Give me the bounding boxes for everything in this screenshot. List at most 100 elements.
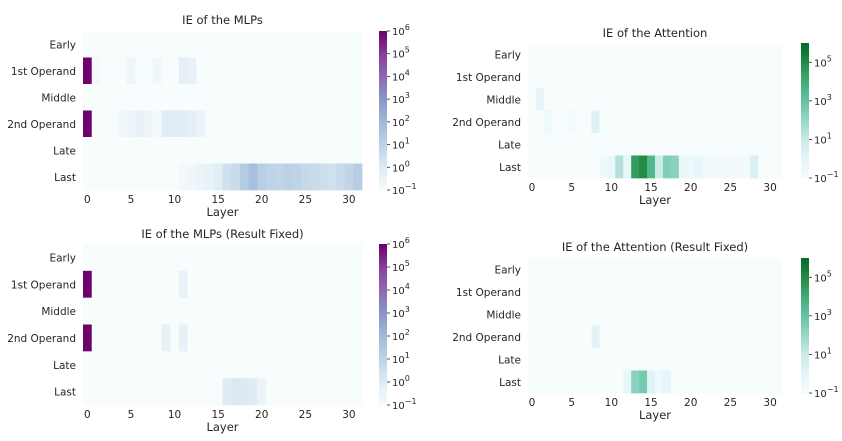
x-tick-label: 20 [684, 397, 697, 409]
heatmap-cell [266, 297, 276, 325]
heatmap-cell [283, 163, 293, 191]
colorbar-segment [801, 58, 809, 61]
heatmap-cell [766, 348, 775, 371]
colorbar-segment [379, 90, 387, 94]
heatmap-cell [702, 110, 711, 134]
heatmap-cell [615, 258, 624, 281]
heatmap-cell [710, 155, 719, 179]
colorbar-segment [801, 391, 809, 394]
colorbar-segment [801, 291, 809, 294]
heatmap-cell [327, 297, 337, 325]
x-tick-label: 20 [684, 182, 697, 194]
colorbar-segment [379, 186, 387, 189]
heatmap-cell [100, 84, 110, 111]
heatmap-cell [583, 325, 592, 349]
heatmap-cell [300, 324, 311, 352]
colorbar-segment [379, 354, 387, 358]
heatmap-cell [591, 325, 600, 349]
heatmap-cell [83, 57, 93, 85]
heatmap-cell [678, 155, 688, 179]
colorbar-segment [801, 100, 809, 103]
heatmap-cell [353, 137, 363, 164]
colorbar-segment [801, 354, 809, 357]
heatmap-cell [187, 351, 197, 379]
heatmap-cell [623, 280, 632, 304]
heatmap-cell [694, 110, 703, 134]
heatmap-cell [248, 378, 258, 406]
colorbar-segment [801, 332, 809, 335]
colorbar-segment [379, 340, 387, 344]
heatmap-cell [187, 297, 197, 325]
heatmap-cell [117, 378, 127, 406]
x-tick-label: 10 [605, 182, 618, 194]
colorbar-segment [801, 85, 809, 88]
heatmap-cell [327, 324, 337, 352]
heatmap-cell [710, 258, 719, 281]
heatmap-cell [678, 43, 688, 66]
colorbar-segment [801, 152, 809, 155]
heatmap-cell [599, 370, 608, 394]
colorbar-segment [379, 178, 387, 181]
heatmap-cell [300, 244, 311, 272]
colorbar-segment [379, 246, 387, 249]
colorbar-segment [801, 135, 809, 138]
heatmap-cell [670, 280, 680, 304]
heatmap-cell [231, 324, 241, 352]
colorbar-segment [379, 94, 387, 97]
colorbar-segment [801, 56, 809, 59]
colorbar-segment [801, 64, 809, 68]
colorbar-segment [379, 142, 387, 145]
heatmap-cell [575, 43, 584, 66]
colorbar-segment [801, 342, 809, 345]
heatmap-cell [213, 31, 223, 58]
heatmap-cell [655, 43, 664, 66]
colorbar-segment [801, 359, 809, 362]
colorbar-segment [801, 322, 809, 325]
colorbar-segment [379, 362, 387, 366]
colorbar-segment [379, 36, 387, 40]
heatmap-cell [734, 88, 743, 111]
x-tick-label: 0 [529, 182, 536, 194]
colorbar-segment [801, 325, 809, 328]
chart-title: IE of the Attention (Result Fixed) [562, 240, 748, 254]
heatmap-cell [152, 351, 162, 379]
heatmap-cell [631, 303, 640, 326]
colorbar-tick-label: 101 [392, 137, 410, 152]
heatmap-cell [91, 378, 101, 406]
colorbar: 106 105 104 103 102 101 100 10−1 [379, 23, 417, 197]
colorbar-segment [801, 124, 809, 127]
colorbar-segment [379, 284, 387, 287]
heatmap-cell [335, 297, 345, 325]
colorbar-segment [379, 266, 387, 269]
heatmap-cell [344, 110, 354, 138]
colorbar-segment [379, 264, 387, 267]
heatmap-cell [766, 325, 775, 349]
heatmap-cell [694, 303, 703, 326]
heatmap-cell [344, 297, 354, 325]
heatmap-cell [662, 348, 672, 371]
heatmap-cell [178, 110, 188, 138]
heatmap-cell [599, 110, 608, 134]
colorbar-segment [379, 156, 387, 159]
heatmap-cell [100, 244, 110, 272]
heatmap-cell [83, 31, 93, 58]
heatmap-cell [742, 110, 751, 134]
heatmap-cell [528, 133, 537, 156]
heatmap-cell [774, 280, 783, 304]
heatmap-cell [83, 137, 93, 164]
heatmap-cell [300, 163, 311, 191]
heatmap-cell [309, 297, 319, 325]
heatmap-cell [567, 303, 576, 326]
heatmap-cell [213, 324, 223, 352]
heatmap-cell [257, 351, 267, 379]
heatmap-cell [344, 270, 354, 299]
heatmap-cell [694, 370, 703, 394]
heatmap-cell [591, 65, 600, 89]
colorbar-segment [379, 70, 387, 74]
heatmap-cell [126, 137, 136, 164]
heatmap-cell [109, 110, 119, 138]
heatmap-cell [662, 280, 672, 304]
colorbar-segment [379, 248, 387, 251]
colorbar-segment [379, 152, 387, 155]
heatmap-cell [694, 348, 703, 371]
